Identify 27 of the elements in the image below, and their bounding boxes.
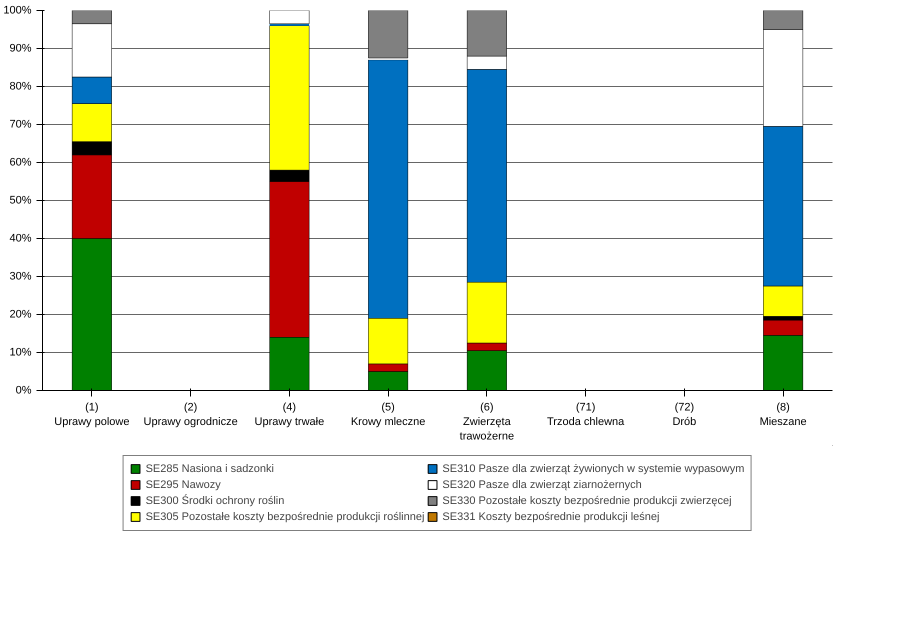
legend-label: SE320 Pasze dla zwierząt ziarnożernych [442,478,642,492]
legend-label: SE295 Nawozy [146,478,221,492]
y-tick-label: 70% [9,118,32,130]
x-tick-label: (5) Krowy mleczne [350,402,426,428]
x-tick-label: (72) Drób [672,402,696,428]
x-tick-label: (1) Uprawy polowe [54,402,130,428]
x-tick-label: (4) Uprawy trwałe [254,402,324,428]
y-tick-label: 100% [3,4,32,16]
legend-label: SE300 Środki ochrony roślin [146,494,284,508]
y-tick-label: 0% [16,384,32,396]
x-tick-label: (2) Uprawy ogrodnicze [144,402,238,428]
x-tick-label: (71) Trzoda chlewna [547,402,626,428]
legend-label: SE285 Nasiona i sadzonki [146,462,274,476]
y-tick-label: 90% [9,42,32,54]
y-tick-label: 40% [9,232,32,244]
y-tick-label: 30% [9,270,32,282]
legend-label: SE331 Koszty bezpośrednie produkcji leśnej [442,510,660,524]
y-tick-label: 10% [9,346,32,358]
x-tick-label: (8) Mieszane [760,402,807,428]
y-tick-label: 60% [9,156,32,168]
y-tick-label: 50% [9,194,32,206]
x-tick-label: (6) Zwierzęta trawożerne [460,402,514,442]
legend-label: SE310 Pasze dla zwierząt żywionych w systemie wypasowym [442,462,744,476]
y-tick-label: 20% [9,308,32,320]
y-tick-label: 80% [9,80,32,92]
legend-label: SE305 Pozostałe koszty bezpośrednie produkcji roślinnej [146,510,424,524]
legend-label: SE330 Pozostałe koszty bezpośrednie produkcji zwierzęcej [442,494,732,508]
